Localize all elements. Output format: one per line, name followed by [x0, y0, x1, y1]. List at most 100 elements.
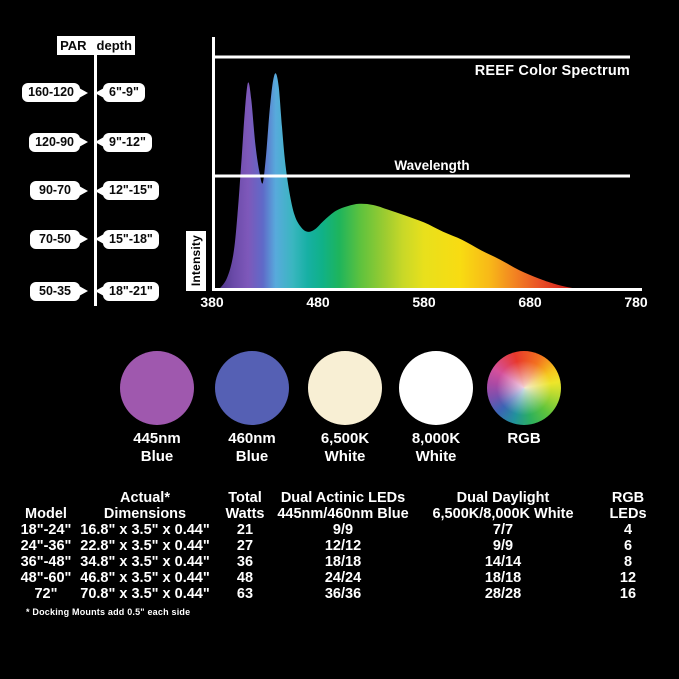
table-cell: 22.8" x 3.5" x 0.44" — [80, 538, 210, 554]
connector-arrow-icon — [95, 137, 104, 147]
x-tick-label: 780 — [624, 294, 648, 310]
table-header-cell — [16, 490, 76, 506]
intensity-axis-label: Intensity — [189, 235, 203, 287]
connector-arrow-icon — [95, 185, 104, 196]
led-swatch-label: 6,500K White — [290, 430, 400, 465]
connector-arrow-icon — [79, 137, 88, 147]
led-swatch-445nm-blue — [120, 351, 194, 425]
table-cell: 72" — [34, 586, 58, 602]
x-tick-label: 680 — [518, 294, 542, 310]
depth-value-box: 9"-12" — [95, 132, 152, 152]
connector-arrow-icon — [79, 286, 88, 296]
table-header-cell: Watts — [225, 506, 265, 522]
table-header-cell: LEDs — [609, 506, 647, 522]
par-header-label: PAR — [60, 38, 87, 53]
table-header-cell: 445nm/460nm Blue — [277, 506, 409, 522]
table-header-cell: Dual Actinic LEDs — [280, 490, 406, 506]
led-swatch-label: 460nm Blue — [197, 430, 307, 465]
table-cell: 8 — [623, 554, 633, 570]
spectrum-chart-svg — [212, 37, 642, 291]
led-swatch-rgb — [487, 351, 561, 425]
table-cell: 12 — [619, 570, 637, 586]
x-tick-label: 580 — [412, 294, 436, 310]
led-swatch-8-000k-white — [399, 351, 473, 425]
depth-header-label: depth — [96, 38, 132, 53]
led-label-line1: 8,000K — [411, 430, 461, 447]
table-row: 48"-60" 46.8" x 3.5" x 0.44" 48 24/24 18/18 1… — [16, 570, 660, 586]
table-cell: 24/24 — [324, 570, 362, 586]
led-label-line1: 6,500K — [320, 430, 370, 447]
table-cell: 9/9 — [492, 538, 514, 554]
x-tick-label: 380 — [200, 294, 224, 310]
table-cell: 21 — [236, 522, 254, 538]
table-cell: 18/18 — [324, 554, 362, 570]
led-label-line1: 445nm — [133, 430, 181, 447]
model-spec-table: Actual* Total Dual Actinic LEDs Dual Daylig… — [16, 490, 660, 602]
table-cell: 16 — [619, 586, 637, 602]
table-header-cell: Total — [228, 490, 262, 506]
table-cell: 36 — [236, 554, 254, 570]
table-cell: 36"-48" — [20, 554, 72, 570]
led-swatch-label: 8,000K White — [381, 430, 491, 465]
table-cell: 7/7 — [492, 522, 514, 538]
led-label-line2: Blue — [140, 447, 174, 465]
table-cell: 28/28 — [484, 586, 522, 602]
table-cell: 24"-36" — [20, 538, 72, 554]
table-row: 36"-48" 34.8" x 3.5" x 0.44" 36 18/18 14/14 8 — [16, 554, 660, 570]
par-value-box: 120-90 — [29, 132, 88, 152]
table-header-cell: RGB — [611, 490, 645, 506]
led-swatch-label: RGB — [469, 430, 579, 448]
table-cell: 12/12 — [324, 538, 362, 554]
table-cell: 34.8" x 3.5" x 0.44" — [80, 554, 210, 570]
table-cell: 36/36 — [324, 586, 362, 602]
table-cell: 16.8" x 3.5" x 0.44" — [80, 522, 210, 538]
led-label-line1: 460nm — [228, 430, 276, 447]
table-cell: 48"-60" — [20, 570, 72, 586]
par-value-box: 160-120 — [22, 83, 88, 102]
par-depth-header: PAR depth — [57, 36, 135, 55]
led-label-line2: White — [324, 447, 366, 465]
led-label-line2: White — [415, 447, 457, 465]
table-cell: 18/18 — [484, 570, 522, 586]
intensity-axis-label-box: Intensity — [186, 231, 206, 291]
connector-arrow-icon — [95, 286, 104, 296]
table-header-cell: 6,500K/8,000K White — [432, 506, 574, 522]
table-cell: 6 — [623, 538, 633, 554]
chart-title: REEF Color Spectrum — [474, 63, 630, 79]
table-header-cell: Model — [25, 506, 67, 522]
table-cell: 14/14 — [484, 554, 522, 570]
table-header-row-1: Actual* Total Dual Actinic LEDs Dual Daylig… — [16, 490, 660, 506]
table-cell: 48 — [236, 570, 254, 586]
par-value-box: 90-70 — [30, 181, 88, 200]
docking-mount-footnote: * Docking Mounts add 0.5" each side — [26, 607, 191, 617]
table-header-row-2: Model Dimensions Watts 445nm/460nm Blue 6,50… — [16, 506, 660, 522]
table-cell: 46.8" x 3.5" x 0.44" — [80, 570, 210, 586]
wavelength-axis-label: Wavelength — [394, 158, 470, 173]
depth-value-box: 18"-21" — [95, 281, 159, 301]
led-label-line1: RGB — [507, 430, 541, 447]
depth-value-box: 12"-15" — [95, 181, 159, 200]
table-cell: 70.8" x 3.5" x 0.44" — [80, 586, 210, 602]
led-swatch-6-500k-white — [308, 351, 382, 425]
par-depth-axis-line — [94, 54, 97, 306]
spectrum-area — [218, 73, 590, 290]
led-swatch-label: 445nm Blue — [102, 430, 212, 465]
par-value-box: 70-50 — [30, 229, 88, 249]
connector-arrow-icon — [95, 234, 104, 244]
par-value-box: 50-35 — [30, 281, 88, 301]
table-header-cell: Dual Daylight — [456, 490, 550, 506]
table-cell: 9/9 — [332, 522, 354, 538]
table-cell: 27 — [236, 538, 254, 554]
table-header-cell: Actual* — [120, 490, 170, 506]
table-cell: 63 — [236, 586, 254, 602]
x-tick-label: 480 — [306, 294, 330, 310]
table-row: 18"-24" 16.8" x 3.5" x 0.44" 21 9/9 7/7 4 — [16, 522, 660, 538]
connector-arrow-icon — [95, 87, 104, 98]
depth-value-box: 6"-9" — [95, 83, 145, 102]
led-label-line2: Blue — [235, 447, 269, 465]
depth-value-box: 15"-18" — [95, 229, 159, 249]
connector-arrow-icon — [79, 234, 88, 244]
table-cell: 18"-24" — [20, 522, 72, 538]
table-row: 72" 70.8" x 3.5" x 0.44" 63 36/36 28/28 16 — [16, 586, 660, 602]
